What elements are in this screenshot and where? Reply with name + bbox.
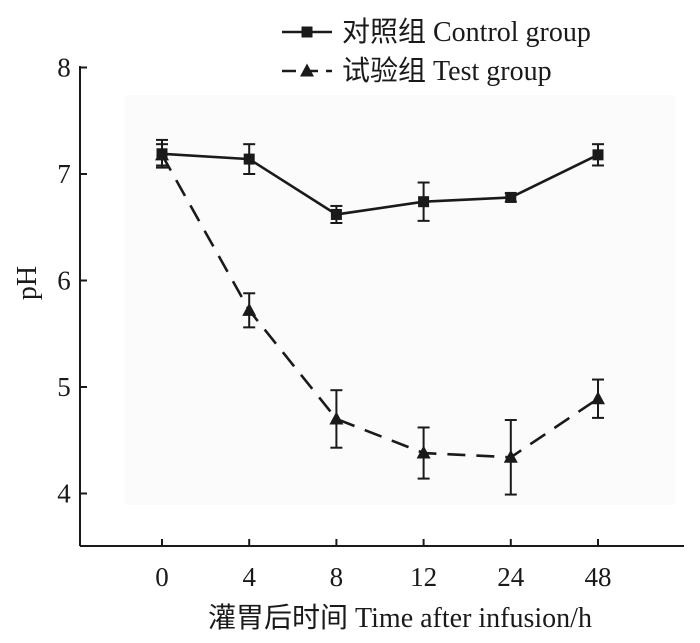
legend-marker [300,63,314,77]
data-point [155,147,169,161]
legend: 对照组 Control group 试验组 Test group [282,16,591,87]
legend-label: 试验组 Test group [342,55,552,87]
data-point [243,153,255,165]
data-point [503,449,518,463]
y-tick-label: 4 [57,479,71,509]
y-tick-label: 8 [57,53,71,83]
y-tick-label: 6 [57,266,71,296]
x-tick-label: 4 [242,562,256,592]
series-test [155,143,605,496]
x-tick-label: 12 [410,562,437,592]
data-point [416,445,431,459]
y-tick-label: 7 [57,159,71,189]
series-layer [155,138,605,496]
data-point [330,208,342,220]
y-tick-label: 5 [57,372,71,402]
x-axis-label: 灌胃后时间 Time after infusion/h [208,602,592,634]
legend-label: 对照组 Control group [342,16,591,48]
x-tick-label: 24 [497,562,525,592]
legend-marker [301,26,313,38]
legend-item: 试验组 Test group [282,55,552,87]
series-control [156,138,604,224]
series-line [161,152,599,216]
x-tick-label: 0 [155,562,169,592]
data-point [592,149,604,161]
data-point [242,302,257,316]
data-point [329,411,344,425]
x-tick-label: 48 [585,562,612,592]
x-tick-label: 8 [330,562,344,592]
y-axis-label: pH [12,266,43,300]
series-line [160,154,599,459]
legend-item: 对照组 Control group [282,16,591,48]
data-point [591,391,605,405]
data-point [505,191,517,203]
data-point [418,196,430,208]
